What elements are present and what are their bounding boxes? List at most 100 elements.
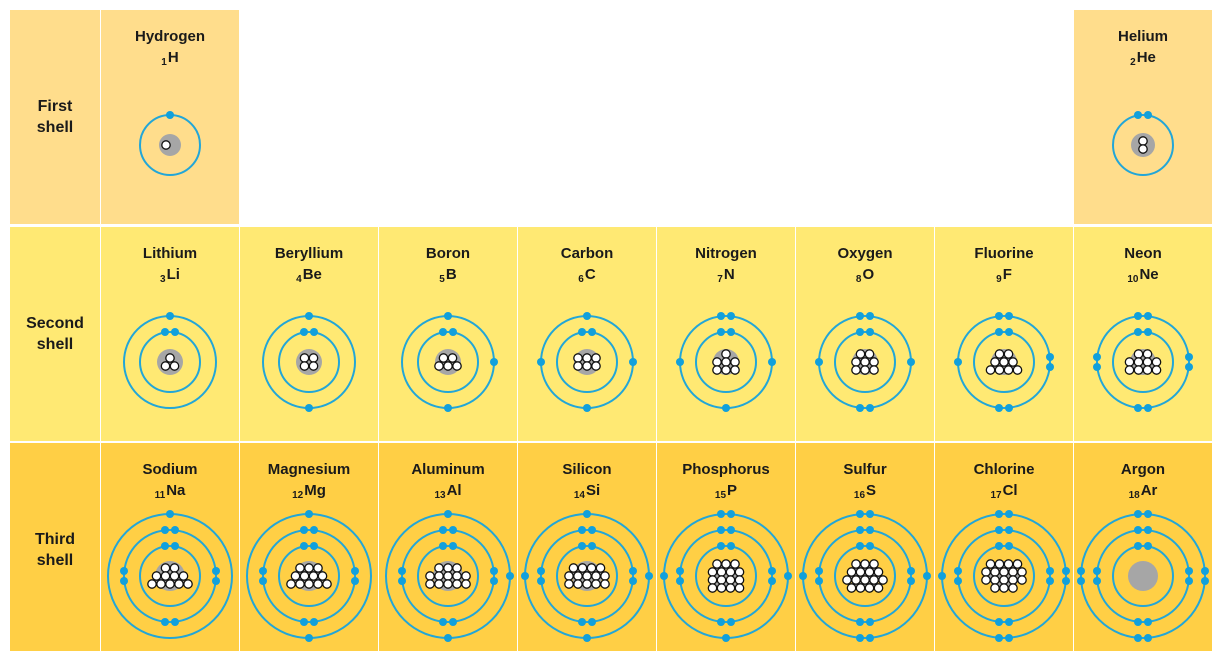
atomic-number: 5 [439, 274, 445, 285]
element-name: Hydrogen [134, 28, 205, 45]
element-symbol: Li [166, 266, 180, 283]
element-symbol-line: 6C [518, 266, 656, 285]
proton [169, 571, 180, 581]
electron [727, 328, 735, 336]
proton [591, 571, 601, 581]
proton [981, 567, 991, 577]
proton [443, 361, 453, 371]
proton [573, 361, 583, 371]
proton [438, 353, 449, 363]
proton [1133, 365, 1144, 375]
proton [999, 357, 1009, 367]
element-name: Boron [425, 245, 471, 262]
electron [583, 312, 591, 320]
orbit-shell-2 [1096, 529, 1190, 623]
electron [1046, 353, 1054, 361]
element-symbol-line: 10Ne [1074, 266, 1212, 285]
proton [869, 575, 879, 585]
shell-label: Third shell [35, 531, 75, 569]
electron [923, 572, 931, 580]
element-symbol: H [167, 49, 179, 66]
proton [1151, 357, 1162, 367]
bohr-model-chlorine [938, 510, 1070, 642]
electron [578, 542, 586, 550]
proton [712, 357, 722, 367]
proton [994, 559, 1005, 569]
electron [588, 328, 596, 336]
electron [310, 328, 318, 336]
electron [1134, 404, 1142, 412]
electron [629, 577, 637, 585]
bohr-model-beryllium [262, 312, 356, 412]
atomic-number: 11 [154, 490, 166, 501]
electron [1144, 542, 1152, 550]
electron [856, 542, 864, 550]
electron [310, 542, 318, 550]
element-symbol: B [445, 266, 457, 283]
proton [730, 559, 740, 569]
proton [434, 563, 444, 573]
proton [443, 571, 453, 581]
atomic-number: 13 [434, 490, 446, 501]
electron [717, 328, 725, 336]
electron [866, 618, 874, 626]
element-symbol: Ne [1139, 266, 1159, 283]
electron [995, 404, 1003, 412]
electron [305, 404, 313, 412]
element-cell-aluminum: Aluminum 13Al [379, 443, 517, 651]
element-symbol-line: 13Al [379, 482, 517, 501]
electron [1046, 363, 1054, 371]
electron [856, 634, 864, 642]
electron [171, 526, 179, 534]
proton [860, 575, 870, 585]
nucleus [296, 349, 322, 375]
element-symbol-line: 9F [935, 266, 1073, 285]
orbit-shell-2 [123, 529, 217, 623]
bohr-model-silicon [521, 510, 653, 642]
proton [151, 571, 162, 581]
proton [994, 365, 1005, 375]
bohr-model-magnesium [246, 510, 372, 642]
bohr-model-argon [1077, 510, 1209, 642]
electron [1093, 577, 1101, 585]
element-symbol: F [1002, 266, 1012, 283]
element-cell-chlorine: Chlorine 17Cl [935, 443, 1073, 651]
element-name: Sodium [142, 461, 198, 478]
proton [994, 349, 1005, 359]
electron [1134, 634, 1142, 642]
atomic-number: 12 [292, 490, 304, 501]
electron [866, 312, 874, 320]
atomic-number: 4 [296, 274, 302, 285]
element-name: Lithium [142, 245, 198, 262]
bohr-model-oxygen [815, 312, 915, 412]
proton [582, 571, 592, 581]
atomic-number: 17 [990, 490, 1002, 501]
element-cell-lithium: Lithium 3Li [101, 227, 239, 441]
proton [290, 571, 301, 581]
electron [1144, 404, 1152, 412]
proton [1003, 349, 1014, 359]
electron [259, 577, 267, 585]
proton [730, 365, 740, 375]
electron [161, 542, 169, 550]
bohr-model-fluorine [954, 312, 1054, 412]
electron [768, 577, 776, 585]
proton [860, 357, 870, 367]
proton [582, 579, 592, 589]
proton [295, 579, 305, 589]
proton [716, 575, 727, 585]
electron [490, 358, 498, 366]
element-symbol: Mg [304, 482, 326, 499]
electron [537, 358, 545, 366]
proton [568, 563, 579, 573]
electron [166, 111, 174, 119]
orbit-shell-1 [139, 545, 201, 607]
element-name: Nitrogen [695, 245, 757, 262]
electron [717, 542, 725, 550]
proton [425, 571, 435, 581]
electron [161, 618, 169, 626]
orbit-shell-1 [973, 331, 1035, 393]
shell-label-cell: Third shell [10, 443, 100, 651]
electron [866, 634, 874, 642]
proton [452, 579, 462, 589]
